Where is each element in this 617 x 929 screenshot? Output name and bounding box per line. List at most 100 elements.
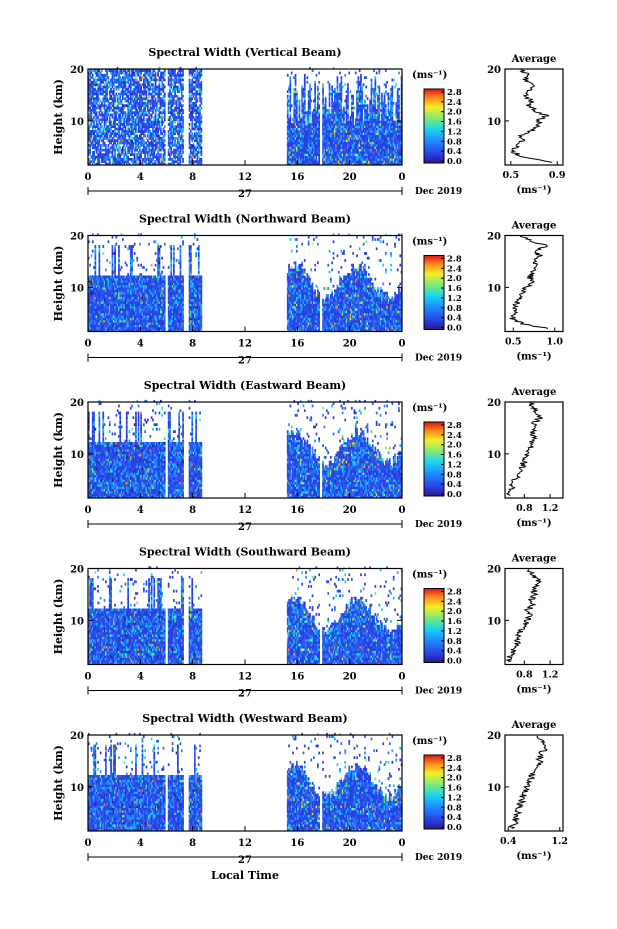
heatmap-cell [398, 109, 400, 112]
heatmap-cell [325, 102, 327, 105]
heatmap-cell [201, 149, 203, 152]
heatmap-cell [296, 102, 298, 105]
heatmap-cell [304, 97, 306, 100]
heatmap-cell [322, 97, 324, 100]
heatmap-cell [189, 123, 191, 126]
heatmap-cell [341, 102, 343, 105]
heatmap-cell [347, 97, 349, 100]
heatmap-cell [295, 74, 297, 77]
heatmap-cell [191, 97, 193, 100]
heatmap-cell [367, 104, 369, 107]
heatmap-cell [299, 109, 301, 112]
heatmap-cell [337, 76, 339, 79]
heatmap-cell [379, 86, 381, 89]
heatmap-cell [182, 139, 184, 142]
heatmap-cell [309, 90, 311, 93]
heatmap-cell [361, 90, 363, 93]
heatmap-cell [307, 76, 309, 79]
heatmap-cell [379, 116, 381, 119]
heatmap-cell [182, 123, 184, 126]
heatmap-cell [291, 104, 293, 107]
heatmap-cell [201, 107, 203, 110]
heatmap-cell [309, 116, 311, 119]
heatmap-cell [318, 116, 320, 119]
heatmap-cell [397, 90, 399, 93]
heatmap-cell [318, 72, 320, 75]
heatmap-cell [341, 76, 343, 79]
heatmap-cell [146, 90, 148, 93]
heatmap-cell [199, 109, 201, 112]
heatmap-cell [201, 114, 203, 117]
heatmap-cell [364, 100, 366, 103]
heatmap-cell [133, 144, 135, 147]
heatmap-cell [376, 72, 378, 75]
heatmap-cell [363, 83, 365, 86]
heatmap-cell [290, 116, 292, 119]
heatmap-cell [168, 149, 170, 152]
heatmap-cell [318, 137, 320, 140]
heatmap-cell [318, 123, 320, 126]
heatmap-cell [318, 109, 320, 112]
heatmap-cell [174, 69, 176, 72]
heatmap-cell [118, 130, 120, 133]
heatmap-cell [347, 109, 349, 112]
heatmap-cell [385, 83, 387, 86]
heatmap-cell [317, 86, 319, 89]
heatmap-cell [299, 102, 301, 105]
heatmap-cell [327, 81, 329, 84]
heatmap-cell [201, 130, 203, 133]
heatmap-cell [352, 102, 354, 105]
heatmap-cell [392, 97, 394, 100]
heatmap-cell [296, 116, 298, 119]
heatmap-cell [164, 86, 166, 89]
heatmap-cell [160, 153, 162, 156]
heatmap-cell [164, 69, 166, 72]
heatmap-cell [110, 121, 112, 124]
heatmap-cell [322, 83, 324, 86]
heatmap-cell [393, 79, 395, 82]
heatmap-cell [290, 76, 292, 79]
heatmap-cell [100, 83, 102, 86]
heatmap-cell [344, 74, 346, 77]
heatmap-cell [177, 137, 179, 140]
heatmap-cell [348, 72, 350, 75]
heatmap-cell [182, 79, 184, 82]
heatmap-cell [201, 83, 203, 86]
heatmap-cell [197, 97, 199, 100]
heatmap-cell [92, 74, 94, 77]
heatmap-cell [398, 116, 400, 119]
heatmap-cell [309, 109, 311, 112]
heatmap-cell [106, 90, 108, 93]
heatmap-cell [385, 104, 387, 107]
heatmap-cell [310, 100, 312, 103]
heatmap-cell [157, 130, 159, 133]
heatmap-cell [307, 81, 309, 84]
heatmap-cell [322, 90, 324, 93]
heatmap-cell [329, 97, 331, 100]
heatmap-cell [164, 156, 166, 159]
heatmap-cell [177, 95, 179, 98]
heatmap-cell [385, 109, 387, 112]
heatmap-cell [318, 97, 320, 100]
heatmap-cell [381, 93, 383, 96]
heatmap-cell [379, 69, 381, 72]
heatmap-cell [393, 102, 395, 105]
heatmap-cell [96, 111, 98, 114]
heatmap-cell [388, 93, 390, 96]
heatmap-cell [201, 128, 203, 131]
heatmap-cell [344, 83, 346, 86]
heatmap-cell [182, 116, 184, 119]
heatmap-cell [295, 76, 297, 79]
heatmap-cell [367, 97, 369, 100]
heatmap-cell [201, 116, 203, 119]
heatmap-cell [161, 123, 163, 126]
heatmap-cell [337, 83, 339, 86]
heatmap-cell [329, 109, 331, 112]
heatmap-cell [392, 86, 394, 89]
heatmap-cell [199, 76, 201, 79]
heatmap-cell [155, 149, 157, 152]
heatmap-cell [299, 100, 301, 103]
heatmap-cell [155, 97, 157, 100]
heatmap-cell [164, 149, 166, 152]
heatmap-cell [201, 135, 203, 138]
